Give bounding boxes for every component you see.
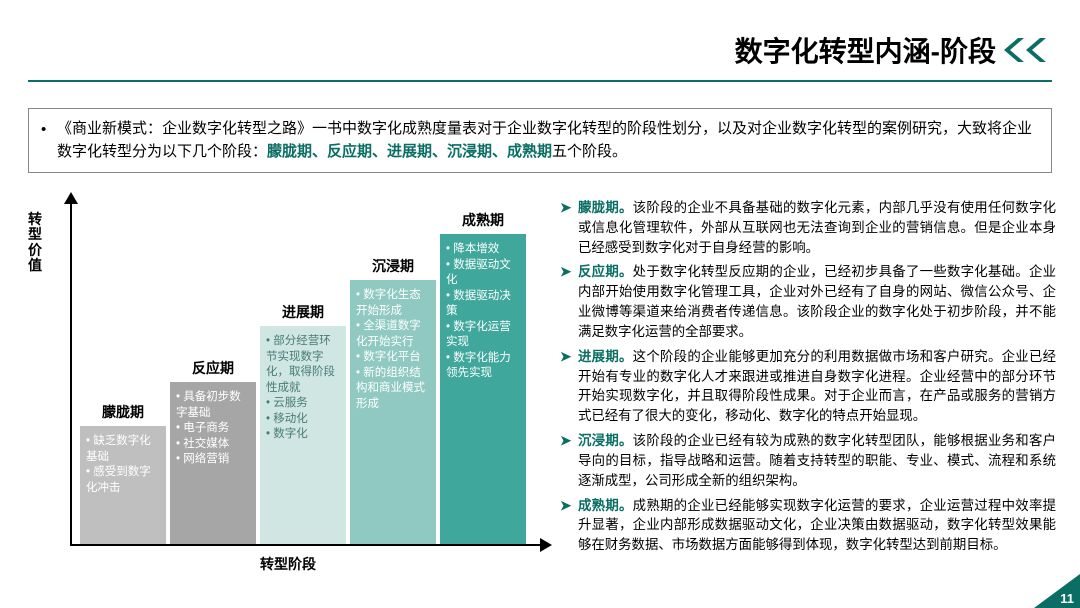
bar-item: 部分经营环节实现数字化，取得阶段性成就 [266,334,340,396]
stage-body: 反应期。处于数字化转型反应期的企业，已经初步具备了一些数字化基础。企业内部开始使… [578,262,1056,341]
bar-item: 电子商务 [176,421,250,437]
bar-item: 缺乏数字化基础 [86,434,160,465]
y-axis [70,202,72,546]
intro-suffix: 五个阶段。 [552,143,627,160]
stage-name: 进展期。 [578,349,633,364]
stage-body: 沉浸期。该阶段的企业已经有较为成熟的数字化转型团队，能够根据业务和客户导向的目标… [578,431,1056,490]
bar-item: 数字化 [266,427,340,443]
bar-item: 数字化生态开始形成 [356,288,430,319]
bar-items: 数字化生态开始形成全渠道数字化开始实行数字化平台新的组织结构和商业模式形成 [356,288,430,412]
bar-items: 降本增效数据驱动文化数据驱动决策数字化运营实现数字化能力领先实现 [446,242,520,382]
y-axis-label: 转型价值 [28,212,46,274]
intro-highlight: 朦胧期、反应期、进展期、沉浸期、成熟期 [267,143,552,160]
bar-item: 数据驱动决策 [446,289,520,320]
bar-item: 云服务 [266,396,340,412]
bar-item: 感受到数字化冲击 [86,465,160,496]
stage-body: 朦胧期。该阶段的企业不具备基础的数字化元素，内部几乎没有使用任何数字化或信息化管… [578,198,1056,257]
bar-item: 降本增效 [446,242,520,258]
x-axis [70,544,544,546]
header-rule [28,80,1052,82]
bar: 缺乏数字化基础感受到数字化冲击 [80,426,166,544]
bar-label: 成熟期 [440,210,526,230]
bar-group: 进展期部分经营环节实现数字化，取得阶段性成就云服务移动化数字化 [260,302,346,544]
stage-desc: 这个阶段的企业能够更加充分的利用数据做市场和客户研究。企业已经开始有专业的数字化… [578,349,1056,423]
chevron-left-icon [1004,36,1026,64]
bar-item: 新的组织结构和商业模式形成 [356,366,430,413]
bar-group: 成熟期降本增效数据驱动文化数据驱动决策数字化运营实现数字化能力领先实现 [440,210,526,544]
intro-box: • 《商业新模式：企业数字化转型之路》一书中数字化成熟度量表对于企业数字化转型的… [28,108,1052,173]
bar-items: 部分经营环节实现数字化，取得阶段性成就云服务移动化数字化 [266,334,340,443]
bar-label: 朦胧期 [80,402,166,422]
bar-item: 数据驱动文化 [446,258,520,289]
bar-item: 移动化 [266,412,340,428]
bars-container: 朦胧期缺乏数字化基础感受到数字化冲击反应期具备初步数字基础电子商务社交媒体网络营… [80,196,526,544]
stage-desc: 处于数字化转型反应期的企业，已经初步具备了一些数字化基础。企业内部开始使用数字化… [578,264,1056,338]
bar-label: 沉浸期 [350,256,436,276]
bar-item: 社交媒体 [176,437,250,453]
slide-title: 数字化转型内涵-阶段 [735,30,996,70]
bar: 降本增效数据驱动文化数据驱动决策数字化运营实现数字化能力领先实现 [440,234,526,544]
bar: 数字化生态开始形成全渠道数字化开始实行数字化平台新的组织结构和商业模式形成 [350,280,436,544]
triangle-bullet-icon: ➤ [560,262,578,341]
chevron-decor [1004,36,1048,64]
stage-item: ➤ 进展期。这个阶段的企业能够更加充分的利用数据做市场和客户研究。企业已经开始有… [560,347,1056,426]
page-number: 11 [1060,591,1074,606]
triangle-bullet-icon: ➤ [560,431,578,490]
x-axis-arrow-icon [540,538,552,552]
triangle-bullet-icon: ➤ [560,198,578,257]
stage-desc: 该阶段的企业不具备基础的数字化元素，内部几乎没有使用任何数字化或信息化管理软件，… [578,200,1056,255]
stage-item: ➤反应期。处于数字化转型反应期的企业，已经初步具备了一些数字化基础。企业内部开始… [560,262,1056,341]
bar: 具备初步数字基础电子商务社交媒体网络营销 [170,382,256,544]
bar-item: 数字化运营实现 [446,320,520,351]
triangle-bullet-icon: ➤ [560,496,578,555]
stage-name: 朦胧期。 [578,200,633,215]
bar-label: 反应期 [170,358,256,378]
y-axis-arrow-icon [64,192,78,204]
bar-label: 进展期 [260,302,346,322]
bar-items: 缺乏数字化基础感受到数字化冲击 [86,434,160,496]
bar-chart: 转型价值 转型阶段 朦胧期缺乏数字化基础感受到数字化冲击反应期具备初步数字基础电… [28,196,548,574]
bar: 部分经营环节实现数字化，取得阶段性成就云服务移动化数字化 [260,326,346,544]
stage-body: 进展期。这个阶段的企业能够更加充分的利用数据做市场和客户研究。企业已经开始有专业… [578,347,1056,426]
bullet-icon: • [41,118,46,141]
slide-header: 数字化转型内涵-阶段 [735,30,1048,70]
x-axis-label: 转型阶段 [28,554,548,574]
bar-item: 具备初步数字基础 [176,390,250,421]
bar-item: 全渠道数字化开始实行 [356,319,430,350]
stage-item: ➤成熟期。成熟期的企业已经能够实现数字化运营的要求，企业运营过程中效率提升显著，… [560,496,1056,555]
stage-desc: 成熟期的企业已经能够实现数字化运营的要求，企业运营过程中效率提升显著，企业内部形… [578,498,1056,553]
stage-name: 成熟期。 [578,498,633,513]
stage-descriptions: ➤朦胧期。该阶段的企业不具备基础的数字化元素，内部几乎没有使用任何数字化或信息化… [560,198,1056,560]
stage-name: 反应期。 [578,264,633,279]
bar-item: 网络营销 [176,452,250,468]
stage-name: 沉浸期。 [578,433,633,448]
stage-item: ➤朦胧期。该阶段的企业不具备基础的数字化元素，内部几乎没有使用任何数字化或信息化… [560,198,1056,257]
bar-group: 沉浸期数字化生态开始形成全渠道数字化开始实行数字化平台新的组织结构和商业模式形成 [350,256,436,544]
bar-group: 反应期具备初步数字基础电子商务社交媒体网络营销 [170,358,256,544]
bar-items: 具备初步数字基础电子商务社交媒体网络营销 [176,390,250,468]
triangle-bullet-icon: ➤ [560,347,578,426]
bar-item: 数字化能力领先实现 [446,351,520,382]
stage-body: 成熟期。成熟期的企业已经能够实现数字化运营的要求，企业运营过程中效率提升显著，企… [578,496,1056,555]
stage-item: ➤沉浸期。该阶段的企业已经有较为成熟的数字化转型团队，能够根据业务和客户导向的目… [560,431,1056,490]
bar-group: 朦胧期缺乏数字化基础感受到数字化冲击 [80,402,166,544]
chevron-left-icon [1026,36,1048,64]
stage-desc: 该阶段的企业已经有较为成熟的数字化转型团队，能够根据业务和客户导向的目标，指导战… [578,433,1056,488]
bar-item: 数字化平台 [356,350,430,366]
